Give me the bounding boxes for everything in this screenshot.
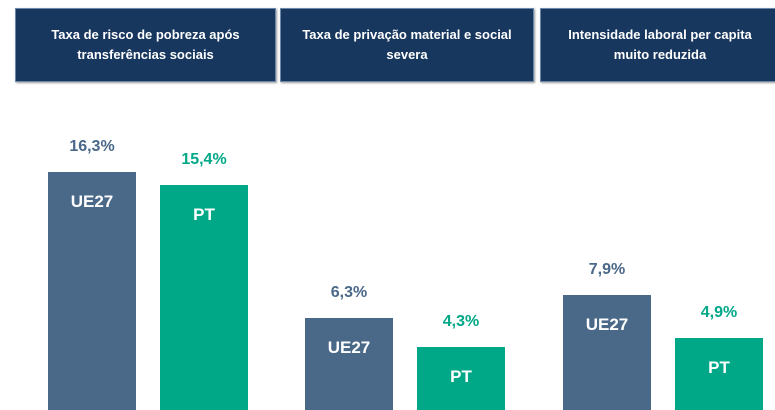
value-label: 15,4% (181, 151, 227, 169)
value-label: 16,3% (69, 138, 115, 156)
bar-series-label: UE27 (70, 192, 114, 212)
bar-series-label: PT (708, 358, 730, 378)
bar-series-label: PT (450, 367, 472, 387)
bar (48, 172, 136, 410)
value-label: 6,3% (330, 284, 368, 302)
bar-series-label: UE27 (327, 338, 371, 358)
value-label: 4,3% (442, 313, 480, 331)
value-label: 4,9% (700, 304, 738, 322)
column-header: Taxa de privação material e social sever… (280, 8, 534, 82)
bar-series-label: PT (193, 205, 215, 225)
value-label: 7,9% (588, 260, 626, 278)
bar (675, 338, 763, 410)
column-header: Intensidade laboral per capita muito red… (540, 8, 775, 82)
column-header: Taxa de risco de pobreza após transferên… (15, 8, 276, 82)
bar (305, 318, 393, 410)
bar (563, 294, 651, 410)
bar (417, 347, 505, 410)
bar (160, 185, 248, 410)
bar-series-label: UE27 (585, 314, 629, 334)
